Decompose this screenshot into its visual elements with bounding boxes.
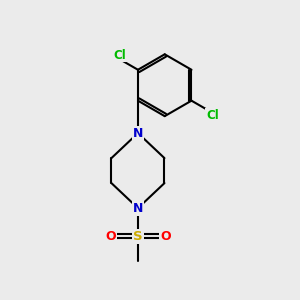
Text: O: O <box>160 230 171 243</box>
Text: Cl: Cl <box>114 49 127 62</box>
Text: N: N <box>133 127 143 140</box>
Text: Cl: Cl <box>206 109 219 122</box>
Text: N: N <box>133 202 143 215</box>
Text: S: S <box>133 230 143 243</box>
Text: O: O <box>105 230 116 243</box>
